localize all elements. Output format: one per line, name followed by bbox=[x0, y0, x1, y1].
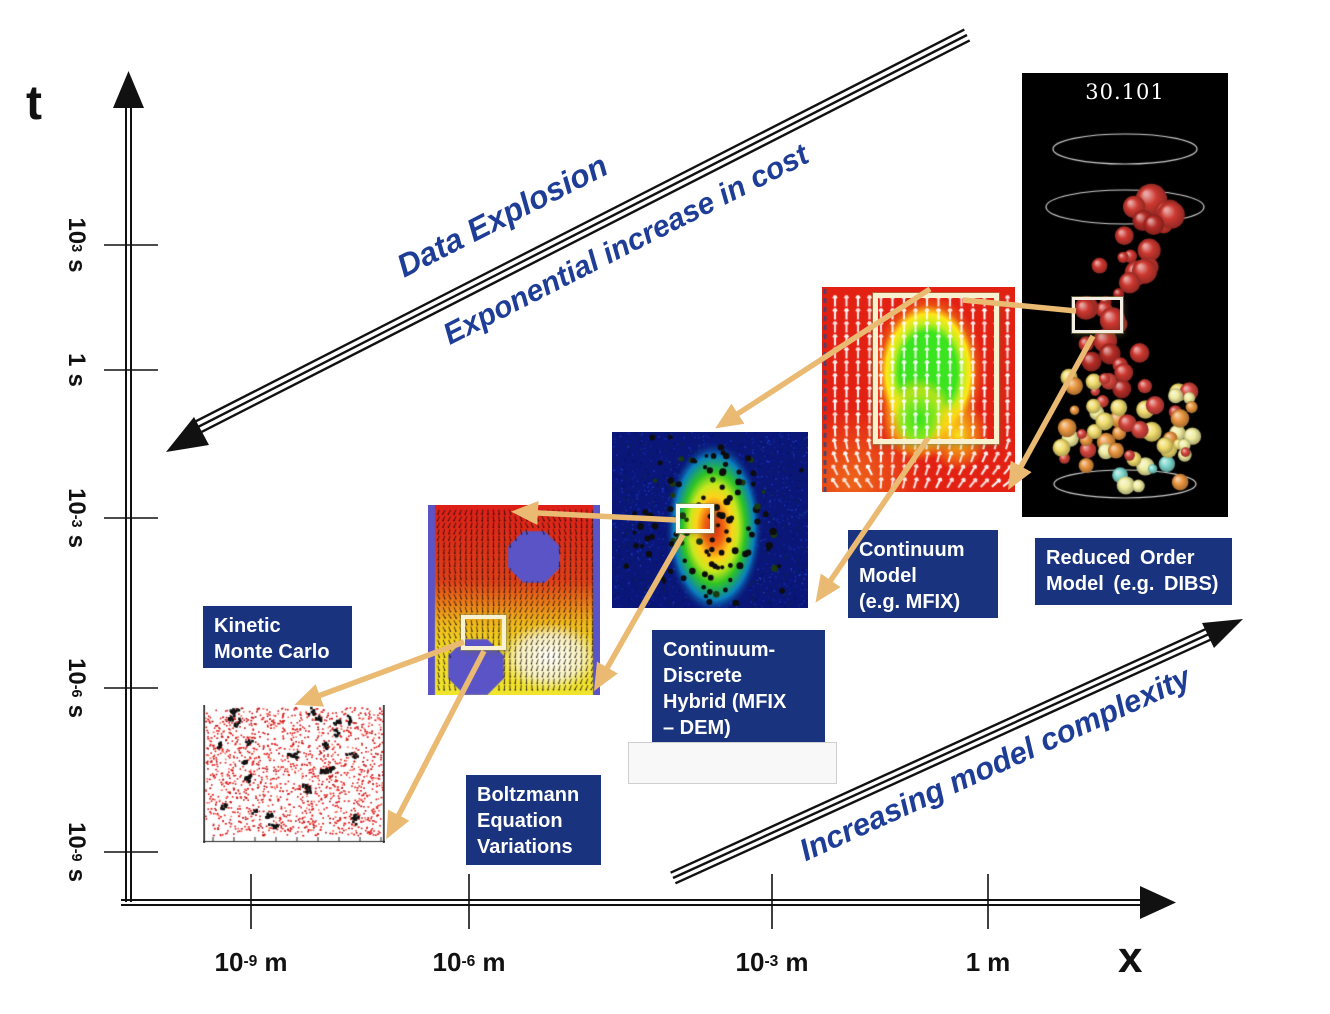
tick-unit: s bbox=[63, 259, 90, 273]
fluidized-bed-timestamp: 30.101 bbox=[1085, 80, 1165, 104]
t-tick-10e3s: 10 3 s bbox=[63, 217, 90, 273]
boltzmann-vector-field-image bbox=[428, 505, 600, 695]
zoom-callout-box-fluidized-bed bbox=[1072, 297, 1123, 333]
label-line: Model (e.g. DIBS) bbox=[1046, 573, 1219, 595]
label-line: Hybrid (MFIX bbox=[663, 691, 787, 713]
cost-diagonal-arrowhead bbox=[166, 417, 209, 452]
reduced-order-model-label: Reduced Order Model (e.g. DIBS) bbox=[1035, 538, 1232, 605]
tick-unit: m bbox=[785, 946, 809, 977]
label-line: Monte Carlo bbox=[214, 641, 330, 663]
empty-caption-box bbox=[628, 742, 837, 784]
t-tick-10e-6s: 10 -6 s bbox=[63, 658, 90, 718]
label-line: – DEM) bbox=[663, 717, 731, 739]
label-line: Boltzmann bbox=[477, 784, 580, 806]
label-line: Equation bbox=[477, 810, 563, 832]
x-axis-arrowhead bbox=[1140, 886, 1176, 919]
t-tick-10e-3s: 10 -3 s bbox=[63, 488, 90, 548]
fluidized-bed-image bbox=[1022, 73, 1228, 517]
t-axis-arrowhead bbox=[113, 71, 144, 108]
t-axis-label: t bbox=[26, 77, 42, 130]
tick-unit: m bbox=[482, 946, 506, 977]
label-line: Kinetic bbox=[214, 615, 281, 637]
x-axis-ticks bbox=[250, 874, 989, 929]
x-tick-10e-3m: 10 -3 m bbox=[735, 946, 809, 977]
x-axis-label: x bbox=[1118, 933, 1143, 982]
complexity-diagonal-arrowhead bbox=[1202, 619, 1243, 648]
label-line: Discrete bbox=[663, 665, 742, 687]
zoom-callout-box-continuum bbox=[873, 293, 999, 444]
exponential-cost-annotation: Exponential increase in cost bbox=[438, 138, 814, 352]
x-axis bbox=[121, 899, 1148, 906]
tick-base: 10 bbox=[214, 946, 244, 977]
zoom-callout-box-hybrid bbox=[676, 504, 714, 533]
zoom-callout-box-boltzmann bbox=[461, 615, 506, 650]
label-line: Continuum- bbox=[663, 639, 776, 661]
tick-base: 1 bbox=[965, 946, 981, 977]
continuum-discrete-hybrid-label: Continuum- Discrete Hybrid (MFIX – DEM) bbox=[652, 630, 825, 742]
boltzmann-equation-label: Boltzmann Equation Variations bbox=[466, 775, 601, 865]
tick-unit: m bbox=[264, 946, 288, 977]
t-axis-ticks bbox=[104, 244, 158, 853]
tick-base: 10 bbox=[735, 946, 765, 977]
x-tick-10e-6m: 10 -6 m bbox=[432, 946, 506, 977]
model-complexity-annotation: Increasing model complexity bbox=[794, 659, 1196, 868]
kinetic-monte-carlo-image bbox=[203, 705, 385, 843]
x-tick-10e-9m: 10 -9 m bbox=[214, 946, 288, 977]
tick-unit: s bbox=[63, 704, 90, 718]
label-line: Reduced Order bbox=[1046, 547, 1195, 569]
kinetic-monte-carlo-label: Kinetic Monte Carlo bbox=[203, 606, 352, 668]
label-line: Variations bbox=[477, 836, 573, 858]
label-line: Model bbox=[859, 565, 917, 587]
continuum-model-label: Continuum Model (e.g. MFIX) bbox=[848, 530, 998, 618]
tick-base: 10 bbox=[432, 946, 462, 977]
tick-unit: s bbox=[63, 534, 90, 548]
tick-base: 10 bbox=[63, 488, 90, 515]
tick-unit: s bbox=[63, 868, 90, 882]
tick-base: 10 bbox=[63, 822, 90, 849]
tick-base: 10 bbox=[63, 658, 90, 685]
t-axis bbox=[125, 104, 132, 902]
tick-base: 10 bbox=[63, 217, 90, 245]
tick-unit: s bbox=[63, 373, 90, 387]
tick-base: 1 bbox=[63, 353, 90, 367]
label-line: (e.g. MFIX) bbox=[859, 591, 961, 613]
label-line: Continuum bbox=[859, 539, 965, 561]
t-tick-10e-9s: 10 -9 s bbox=[63, 822, 90, 882]
tick-unit: m bbox=[987, 946, 1011, 977]
